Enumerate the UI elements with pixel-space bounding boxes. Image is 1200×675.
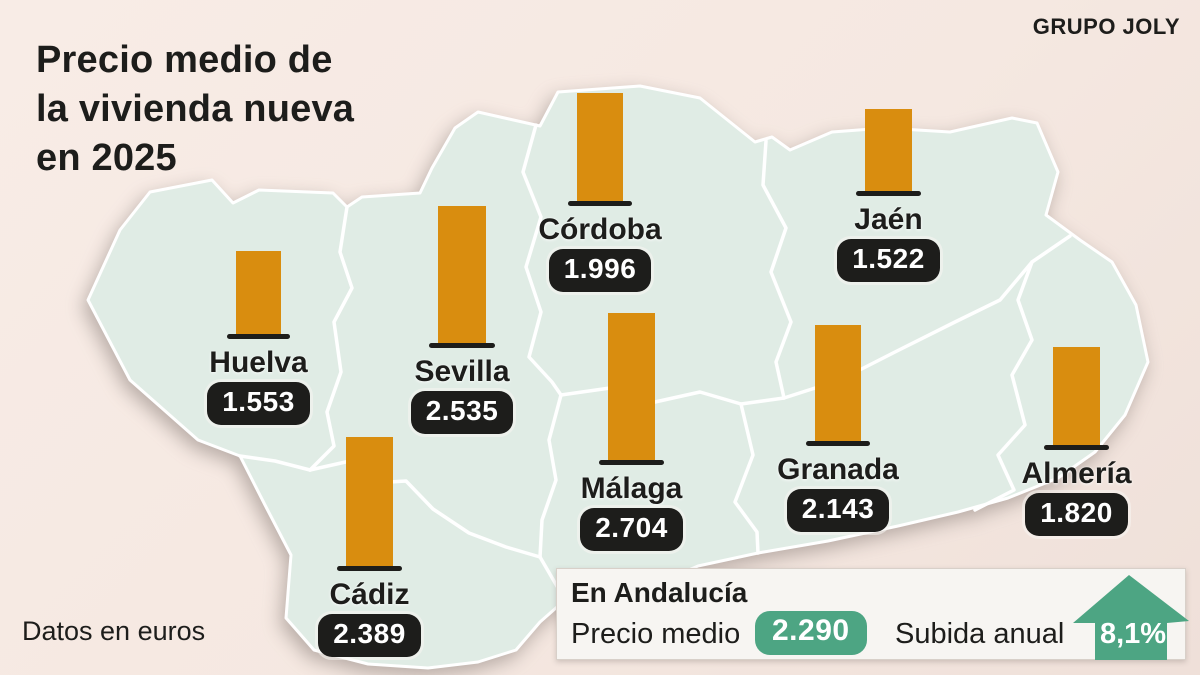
- province-borders: [238, 123, 1072, 602]
- province-value-badge: 2.535: [410, 391, 514, 434]
- province-bar: [236, 251, 281, 336]
- average-price-badge: 2.290: [755, 611, 867, 655]
- province-baseline: [856, 191, 921, 196]
- andalucia-summary-panel: En Andalucía Precio medio 2.290 Subida a…: [556, 568, 1189, 660]
- page-title: Precio medio de la vivienda nueva en 202…: [36, 36, 396, 183]
- annual-rise-value: 8,1%: [1099, 618, 1167, 650]
- brand-logo: GRUPO JOLY: [1032, 14, 1180, 39]
- province-name: Sevilla: [414, 355, 510, 388]
- province-baseline: [806, 441, 870, 446]
- province-name: Málaga: [580, 472, 683, 505]
- province-name: Huelva: [209, 346, 308, 379]
- province-value-badge-wrap: 1.553: [149, 382, 369, 425]
- province-name: Granada: [777, 453, 899, 486]
- province-bar: [608, 313, 655, 462]
- province-value-badge: 2.143: [786, 489, 890, 532]
- province-value-badge-wrap: 1.522: [779, 239, 999, 282]
- province-bar: [865, 109, 912, 193]
- annual-rise-label: Subida anual: [895, 618, 1065, 650]
- province-bar: [577, 93, 623, 203]
- province-name: Almería: [1021, 457, 1132, 490]
- province-value-badge-wrap: 1.820: [967, 493, 1187, 536]
- province-name: Córdoba: [538, 213, 662, 246]
- province-value-badge: 2.704: [580, 508, 683, 551]
- province-value-badge: 1.553: [207, 382, 310, 425]
- province-bar: [346, 437, 393, 568]
- province-value-badge: 1.996: [548, 249, 652, 292]
- province-value-badge: 1.820: [1025, 493, 1128, 536]
- title-line-1: Precio medio de: [36, 39, 333, 81]
- province-bar: [1053, 347, 1100, 447]
- province-name: Cádiz: [329, 578, 410, 611]
- province-baseline: [599, 460, 664, 465]
- province-baseline: [429, 343, 495, 348]
- units-footnote: Datos en euros: [22, 616, 206, 646]
- province-value-badge-wrap: 1.996: [490, 249, 710, 292]
- province-value-badge: 1.522: [837, 239, 940, 282]
- province-baseline: [1044, 445, 1109, 450]
- province-bar: [815, 325, 861, 443]
- province-value-badge-wrap: 2.389: [260, 614, 480, 657]
- title-line-2: la vivienda nueva: [36, 88, 355, 130]
- province-value-badge-wrap: 2.535: [352, 391, 572, 434]
- province-baseline: [227, 334, 290, 339]
- province-bar: [438, 206, 486, 345]
- province-baseline: [568, 201, 632, 206]
- title-line-3: en 2025: [36, 137, 177, 179]
- summary-heading: En Andalucía: [571, 577, 748, 608]
- up-arrow-icon: [1073, 575, 1189, 660]
- province-baseline: [337, 566, 402, 571]
- province-value-badge: 2.389: [318, 614, 421, 657]
- province-value-badge-wrap: 2.143: [728, 489, 948, 532]
- average-price-label: Precio medio: [571, 618, 741, 650]
- province-value-badge-wrap: 2.704: [522, 508, 742, 551]
- province-name: Jaén: [854, 203, 923, 236]
